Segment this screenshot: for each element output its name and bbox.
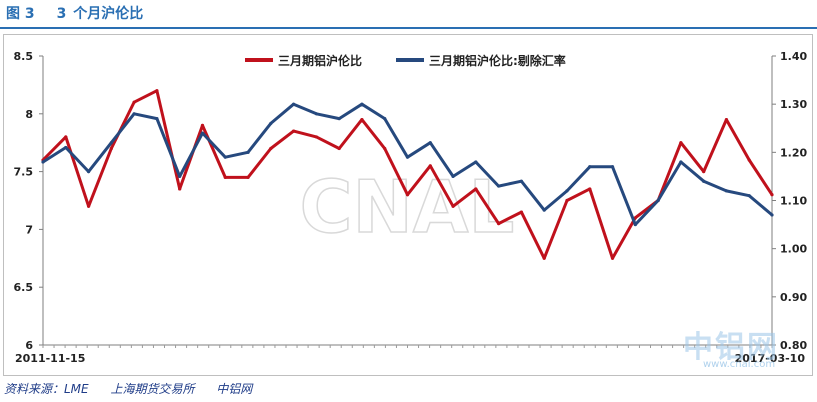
series-2-point (200, 131, 205, 135)
series-2-point (314, 112, 318, 116)
series-2-point (269, 121, 273, 126)
series-2-point (702, 179, 706, 183)
series-2-point (337, 117, 341, 121)
series-2-point (565, 189, 569, 193)
y-right-tick-label: 1.20 (780, 146, 807, 159)
series-1-point (337, 146, 341, 151)
series-2-point (451, 174, 455, 179)
figure-label: 图 3 (6, 6, 35, 22)
series-2-point (679, 160, 683, 164)
series-1-point (291, 129, 296, 133)
series-2-point (223, 155, 227, 159)
series-1-point (405, 193, 410, 197)
series-2-point (246, 150, 250, 154)
x-tick-label-end: 2017-03-10 (735, 352, 806, 365)
y-left-tick-label: 7.5 (14, 166, 34, 179)
series-2-point (155, 117, 159, 121)
series-2-point (724, 189, 729, 193)
series-1-point (155, 89, 159, 93)
series-1-point (588, 187, 592, 191)
series-2-point (291, 102, 296, 106)
y-left-tick-label: 7 (25, 223, 33, 236)
series-2-point (360, 102, 364, 106)
series-1-point (223, 175, 227, 179)
series-2-point (109, 141, 113, 145)
series-2-point (405, 155, 410, 159)
series-2-point (474, 160, 478, 164)
watermark-center: CNAL (300, 165, 515, 249)
series-2-point (610, 165, 615, 169)
y-left-tick-label: 6 (25, 339, 33, 352)
series-1-point (360, 117, 364, 122)
series-1-point (64, 135, 68, 139)
y-right-tick-label: 1.10 (780, 195, 807, 208)
series-1-point (497, 222, 501, 226)
series-2-point (64, 145, 68, 150)
series-2-point (588, 165, 592, 169)
series-1-point (542, 256, 546, 260)
source-prefix: 资料来源：LME (4, 382, 89, 396)
y-right-tick-label: 1.00 (780, 243, 807, 256)
series-1-point (474, 187, 478, 191)
series-1-point (702, 170, 706, 174)
series-1-point (747, 158, 751, 162)
figure-number: 3 (56, 6, 67, 22)
y-left-tick-label: 8.5 (14, 50, 34, 63)
watermark-brand: 中铝网 (683, 330, 779, 365)
source-note: 资料来源：LME 上海期货交易所 中铝网 (4, 380, 270, 397)
series-2-point (86, 170, 91, 174)
series-1-point (246, 175, 250, 179)
series-1-point (109, 146, 113, 151)
y-right-tick-label: 0.80 (780, 339, 807, 352)
series-1-point (314, 135, 318, 139)
series-1-point (200, 123, 205, 127)
series-1-point (132, 100, 136, 104)
x-tick-label-start: 2011-11-15 (15, 352, 85, 365)
series-1-point (383, 146, 387, 151)
series-2-point (656, 198, 660, 203)
series-1-point (178, 187, 182, 191)
series-1-point (428, 164, 432, 168)
series-1-point (565, 198, 569, 203)
series-1-point (269, 146, 273, 151)
figure-title: 图 3 3 个月沪伦比 (6, 3, 143, 23)
series-1-point (724, 117, 729, 122)
series-2-point (41, 160, 45, 164)
series-1-point (86, 204, 91, 208)
series-1-point (770, 193, 774, 197)
series-1-point (519, 210, 524, 214)
series-1-point (679, 141, 683, 145)
legend-label-1: 三月期铝沪伦比 (278, 53, 362, 68)
series-2-point (633, 222, 637, 227)
source-site: 中铝网 (216, 382, 253, 396)
series-2-point (542, 208, 546, 212)
series-2-point (178, 174, 182, 179)
y-left-tick-label: 8 (25, 108, 33, 121)
series-2-point (747, 194, 751, 198)
series-1-point (451, 204, 455, 208)
watermark-url: www.cnal.com (703, 359, 776, 370)
y-right-tick-label: 1.30 (780, 98, 807, 111)
series-2-point (428, 141, 432, 145)
y-right-tick-label: 1.40 (780, 50, 807, 63)
figure-title-text: 个月沪伦比 (73, 6, 144, 22)
series-2-point (497, 184, 501, 188)
chart-frame (3, 34, 813, 376)
source-exchange: 上海期货交易所 (110, 382, 195, 396)
series-2-point (132, 112, 136, 116)
title-rule (0, 27, 817, 29)
series-2-point (519, 179, 524, 183)
series-2-point (770, 213, 774, 217)
series-2-point (383, 117, 387, 121)
y-right-tick-label: 0.90 (780, 291, 807, 304)
series-1-point (610, 256, 615, 260)
legend-label-2: 三月期铝沪伦比:剔除汇率 (429, 53, 566, 68)
y-left-tick-label: 6.5 (14, 281, 34, 294)
